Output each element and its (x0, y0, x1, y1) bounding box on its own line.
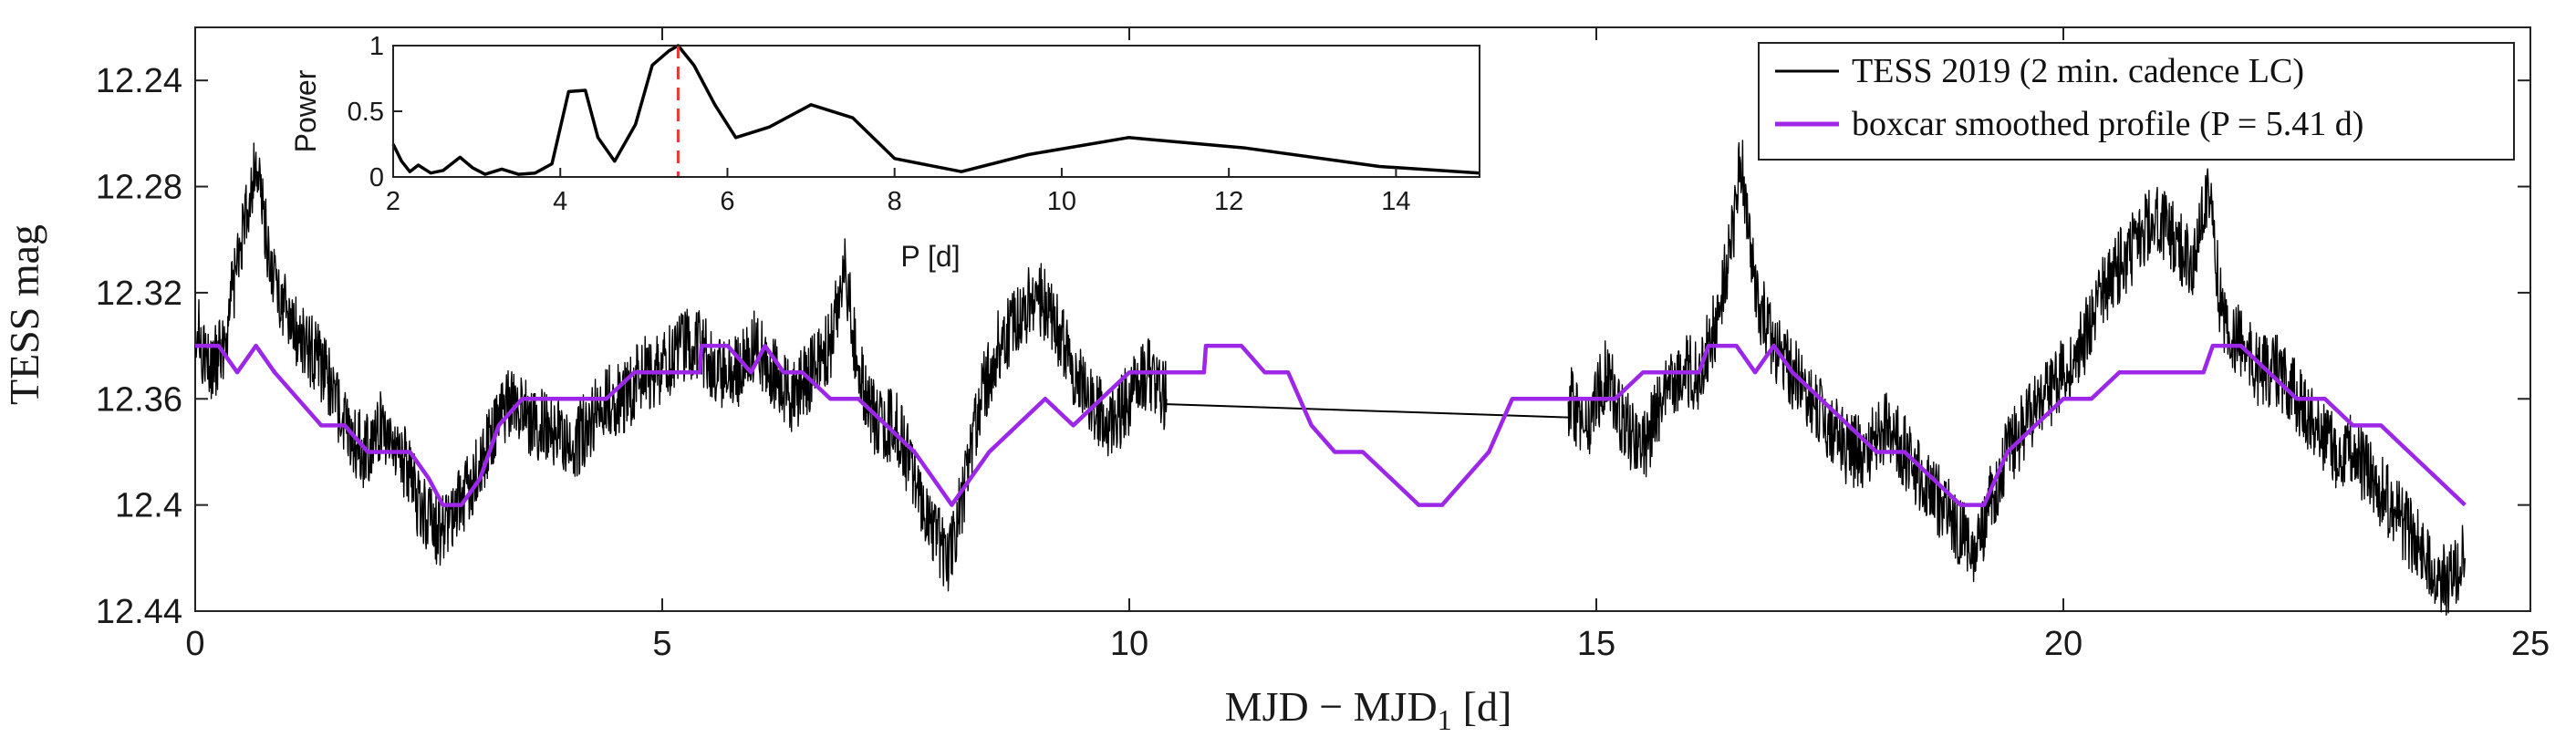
main-plot-frame (194, 26, 2531, 612)
legend-box (1758, 42, 2515, 161)
inset-x-label: P [d] (900, 240, 960, 273)
inset-x-tick-label: 14 (1381, 187, 1410, 216)
inset-x-tick-label: 8 (888, 187, 902, 216)
lightcurve-segment (1567, 140, 2466, 616)
y-axis-label: TESS mag (1, 224, 47, 405)
x-tick-label: 25 (2511, 625, 2550, 663)
y-tick-label: 12.28 (96, 169, 182, 207)
x-tick-label: 5 (652, 625, 671, 663)
legend-label-lightcurve: TESS 2019 (2 min. cadence LC) (1852, 52, 2304, 90)
legend: TESS 2019 (2 min. cadence LC) boxcar smo… (1758, 42, 2515, 161)
inset-y-tick-label: 1 (369, 32, 384, 61)
y-tick-label: 12.36 (96, 380, 182, 419)
main-axes (194, 26, 2531, 612)
x-tick-label: 15 (1577, 625, 1615, 663)
inset-x-tick-label: 10 (1047, 187, 1076, 216)
inset-y-tick-label: 0 (369, 163, 384, 192)
y-tick-label: 12.44 (96, 593, 182, 631)
inset-tick-layer: 2 4 6 8 10 12 14 0 0.5 1 (348, 32, 1411, 216)
x-tick-label: 10 (1110, 625, 1148, 663)
smoothed-profile-line (195, 343, 2467, 507)
x-axis-label: MJD − MJD1 [d] (1225, 683, 1512, 736)
inset-x-tick-label: 2 (386, 187, 400, 216)
y-tick-label: 12.24 (96, 62, 182, 100)
inset-x-tick-label: 6 (720, 187, 734, 216)
inset-series-layer (391, 44, 1480, 177)
lightcurve-gap-line (1166, 403, 1569, 419)
inset-y-label: Power (289, 69, 322, 152)
inset-x-tick-label: 4 (553, 187, 567, 216)
x-tick-label: 0 (185, 625, 204, 663)
periodogram-line (391, 44, 1480, 176)
y-tick-label: 12.4 (115, 487, 182, 525)
y-tick-label: 12.32 (96, 275, 182, 313)
inset-y-tick-label: 0.5 (348, 98, 384, 127)
x-tick-label: 20 (2044, 625, 2083, 663)
main-series-layer (194, 140, 2467, 616)
legend-label-smoothed: boxcar smoothed profile (P = 5.41 d) (1852, 105, 2363, 143)
inset-x-tick-label: 12 (1214, 187, 1243, 216)
lightcurve-segment (194, 142, 1168, 592)
